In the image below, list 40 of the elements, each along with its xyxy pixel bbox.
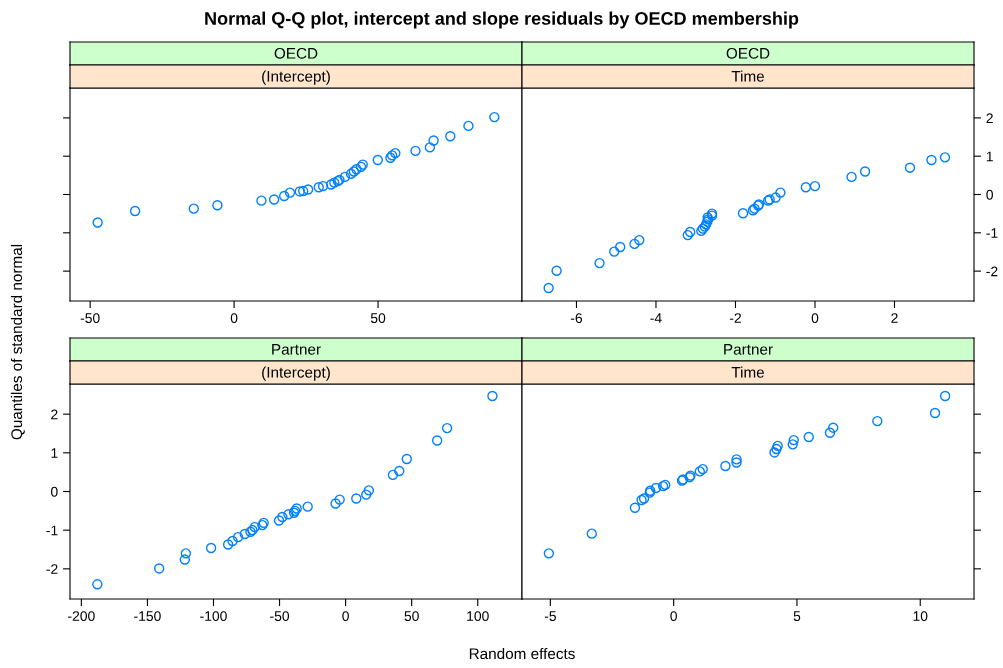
y-tick-label: 2 [986, 113, 993, 123]
chart-subtitle: Time [731, 366, 765, 378]
chart-title: Partner [724, 344, 773, 355]
y-tick-label: 2 [51, 409, 58, 420]
y-tick-label: 0 [986, 189, 993, 200]
chart-title: OECD [726, 47, 770, 59]
chart-title: Partner [272, 344, 321, 355]
y-axis-title: Quantiles of standard normal [10, 244, 25, 440]
x-tick-label: 0 [670, 611, 677, 622]
x-tick-label: -4 [650, 313, 662, 323]
x-tick-label: -5 [544, 611, 556, 622]
x-tick-label: 10 [913, 611, 928, 622]
y-tick-label: -2 [46, 564, 58, 574]
x-tick-label: -50 [80, 313, 100, 324]
x-tick-label: 2 [891, 313, 898, 323]
x-tick-label: 0 [230, 313, 238, 324]
x-tick-label: 50 [370, 313, 386, 324]
chart-subtitle: (Intercept) [262, 70, 330, 85]
x-tick-label: 5 [793, 611, 801, 622]
y-tick-label: 1 [51, 448, 58, 458]
x-tick-label: -2 [729, 313, 741, 323]
y-tick-label: -1 [986, 228, 998, 238]
x-tick-label: -100 [200, 611, 227, 622]
y-tick-label: -1 [46, 525, 58, 536]
x-tick-label: -50 [270, 611, 290, 622]
x-tick-label: 0 [811, 313, 819, 324]
y-tick-label: 0 [51, 486, 58, 497]
x-tick-label: 50 [404, 611, 419, 622]
y-tick-label: 1 [986, 151, 993, 162]
chart-subtitle: Time [731, 70, 765, 82]
x-axis-title: Random effects [469, 647, 575, 660]
y-tick-label: -2 [986, 266, 998, 277]
x-tick-label: -6 [570, 313, 583, 324]
x-tick-label: 100 [467, 611, 489, 622]
text: Normal Q-Q plot, intercept and slope residuals by OECD membership [205, 11, 799, 29]
chart-title: OECD [274, 47, 318, 59]
x-tick-label: 0 [342, 611, 349, 622]
x-tick-label: -150 [134, 611, 161, 622]
x-tick-label: -200 [68, 611, 95, 622]
chart-subtitle: (Intercept) [262, 366, 330, 381]
